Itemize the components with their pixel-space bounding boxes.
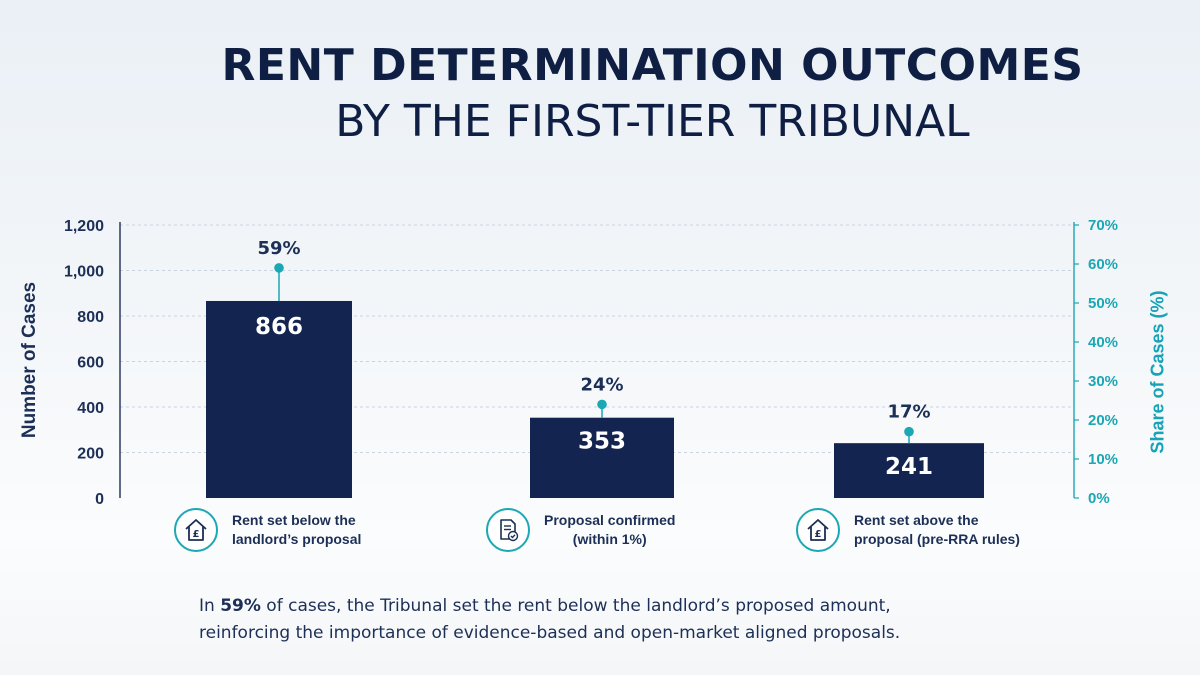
y-tick-right: 60%: [1088, 256, 1118, 273]
bar: [530, 417, 674, 498]
chart-title: RENT DETERMINATION OUTCOMES: [221, 40, 1084, 91]
bar-value-label: 353: [578, 429, 626, 455]
y-tick-right: 30%: [1088, 373, 1118, 390]
footnote-prefix: In: [199, 596, 221, 616]
house-pound-icon: £: [174, 508, 218, 552]
y-tick-right: 10%: [1088, 451, 1118, 468]
footnote: In 59% of cases, the Tribunal set the re…: [199, 593, 1099, 647]
svg-text:£: £: [193, 529, 200, 540]
share-point: [904, 426, 914, 437]
y-tick-left: 1,000: [64, 264, 104, 281]
category-1: £ Rent set below the landlord’s proposal: [174, 506, 361, 554]
bar-value-label: 866: [255, 314, 303, 340]
share-point: [274, 263, 284, 273]
category-label-3: Rent set above the proposal (pre-RRA rul…: [854, 512, 1020, 547]
footnote-highlight: 59%: [220, 596, 261, 616]
category-label-2: Proposal confirmed (within 1%): [544, 512, 676, 547]
share-label: 17%: [887, 402, 930, 423]
y-tick-left: 800: [77, 309, 104, 326]
share-point: [597, 399, 607, 410]
share-label: 24%: [580, 374, 623, 395]
share-label: 59%: [257, 238, 300, 259]
y-tick-right: 0%: [1088, 490, 1110, 507]
footnote-rest: of cases, the Tribunal set the rent belo…: [260, 596, 891, 616]
bar: [206, 300, 352, 498]
category-label-1: Rent set below the landlord’s proposal: [232, 512, 362, 547]
house-pound-icon: £: [796, 508, 840, 552]
y-tick-right: 50%: [1088, 295, 1118, 312]
footnote-line2: reinforcing the importance of evidence-b…: [199, 623, 901, 643]
bar-value-label: 241: [885, 454, 933, 480]
y-tick-left: 1,200: [64, 218, 104, 235]
y-tick-left: 400: [77, 400, 104, 417]
y-tick-right: 20%: [1088, 412, 1118, 429]
y-tick-right: 40%: [1088, 334, 1118, 351]
category-3: £ Rent set above the proposal (pre-RRA r…: [796, 506, 1020, 554]
y-tick-left: 0: [95, 491, 104, 508]
category-2: Proposal confirmed (within 1%): [486, 506, 675, 554]
document-check-icon: [486, 508, 530, 552]
svg-text:£: £: [815, 529, 822, 540]
chart-subtitle: BY THE FIRST-TIER TRIBUNAL: [335, 96, 970, 147]
y-tick-right: 70%: [1088, 217, 1118, 234]
bar: [834, 443, 984, 498]
y-tick-left: 200: [77, 446, 104, 463]
y-axis-left-title: Number of Cases: [19, 281, 40, 439]
y-axis-right-title: Share of Cases (%): [1147, 290, 1168, 454]
y-tick-left: 600: [77, 355, 104, 372]
